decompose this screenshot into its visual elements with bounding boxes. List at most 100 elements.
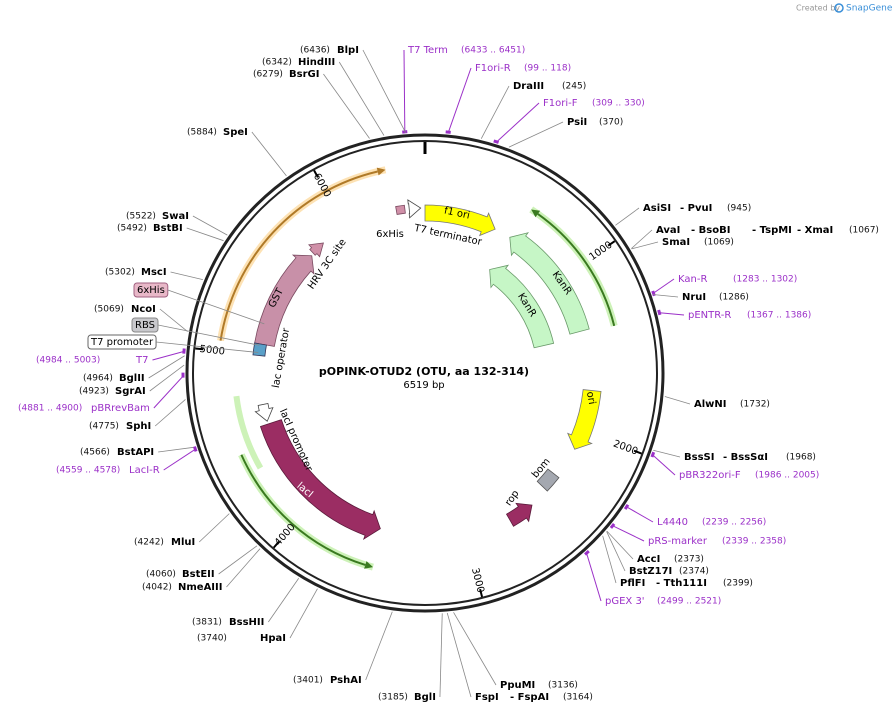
site-name: NcoI — [131, 304, 156, 315]
callout-leader — [156, 341, 259, 353]
site-position: (2399) — [723, 579, 753, 589]
site-position: (4964) — [83, 374, 113, 384]
primer-name: F1ori-F — [543, 98, 578, 109]
site-name: BstAPI — [117, 447, 154, 458]
site-name: - BsoBI — [691, 225, 730, 236]
tick-mark — [272, 540, 280, 549]
site-leader — [289, 588, 318, 639]
primer-leader — [585, 551, 602, 602]
primer-mark — [584, 550, 590, 556]
site-leader — [218, 545, 258, 575]
primer-mark — [657, 309, 662, 316]
site-position: (6279) — [253, 70, 283, 80]
primer-mark — [650, 451, 656, 458]
green-arc-head — [531, 209, 541, 218]
site-leader — [148, 355, 185, 379]
site-name: - FspAI — [510, 692, 549, 703]
site-position: (3740) — [197, 634, 227, 644]
site-leader — [606, 531, 626, 572]
feature-label: 6xHis — [376, 229, 404, 240]
primer-name: LacI-R — [129, 465, 160, 476]
site-name: BlpI — [337, 45, 359, 56]
f1-ori-arrow — [424, 204, 496, 237]
site-leader — [615, 207, 640, 226]
site-position: (5492) — [117, 224, 147, 234]
site-name: SphI — [126, 421, 151, 432]
site-name: SwaI — [162, 211, 189, 222]
backbone-outer — [185, 133, 665, 613]
primer-range: (99 .. 118) — [524, 64, 571, 74]
primer-range: (6433 .. 6451) — [461, 46, 525, 56]
site-name: - PvuI — [680, 203, 712, 214]
site-name: BglI — [414, 692, 436, 703]
site-position: (1968) — [786, 453, 816, 463]
kanr-arrow — [489, 264, 555, 349]
site-name: MscI — [141, 267, 167, 278]
site-leader — [453, 612, 497, 686]
primer-mark — [193, 446, 198, 452]
site-name: FspI — [475, 692, 499, 703]
site-position: (3831) — [192, 618, 222, 628]
site-name: SgrAI — [115, 386, 146, 397]
primer-leader — [495, 102, 540, 144]
callout-leader — [157, 324, 260, 346]
tick-mark — [195, 347, 204, 351]
tick-label: 5000 — [199, 344, 225, 358]
site-name: HpaI — [260, 633, 286, 644]
primer-range: (4881 .. 4900) — [18, 404, 82, 414]
feature-label: ori — [584, 391, 597, 406]
t7-terminator-arrow — [407, 199, 422, 219]
site-leader — [631, 229, 653, 249]
site-leader — [198, 513, 230, 543]
site-name: PsiI — [567, 117, 587, 128]
primer-range: (1986 .. 2005) — [755, 471, 819, 481]
plasmid-name: pOPINK-OTUD2 (OTU, aa 132-314) — [319, 365, 529, 378]
site-leader — [251, 131, 287, 177]
site-leader — [365, 611, 393, 681]
primer-range: (309 .. 330) — [592, 99, 645, 109]
site-position: (1069) — [704, 238, 734, 248]
orange-arc — [219, 170, 378, 341]
primer-name: pRS-marker — [648, 536, 708, 547]
primer-range: (2339 .. 2358) — [722, 537, 786, 547]
primer-leader — [153, 374, 185, 409]
site-leader — [606, 530, 634, 560]
site-leader — [362, 49, 407, 133]
primer-mark — [623, 503, 630, 510]
site-position: (5069) — [94, 305, 124, 315]
site-leader — [338, 61, 385, 136]
site-position: (4242) — [134, 538, 164, 548]
site-name: - BssSαI — [723, 452, 768, 463]
site-leader — [653, 449, 681, 458]
site-leader — [149, 364, 185, 392]
site-position: (3136) — [548, 681, 578, 691]
callout-label: T7 promoter — [90, 337, 154, 348]
site-name: MluI — [171, 537, 195, 548]
his-tag — [395, 204, 406, 215]
site-leader — [323, 73, 370, 139]
lac-operator — [252, 342, 267, 357]
primer-name: T7 — [135, 355, 148, 366]
site-leader — [446, 612, 472, 698]
site-leader — [268, 578, 300, 623]
primer-leader — [658, 312, 685, 316]
primer-leader — [652, 278, 675, 295]
site-position: (4923) — [79, 387, 109, 397]
site-name: BssSI — [684, 452, 714, 463]
primer-name: T7 Term — [407, 45, 448, 56]
laci-arrow — [259, 419, 381, 541]
site-leader — [602, 535, 617, 584]
primer-name: Kan-R — [678, 274, 707, 285]
green-arc-head — [364, 561, 373, 569]
site-position: (5522) — [126, 212, 156, 222]
primer-leader — [403, 49, 406, 133]
site-name: AvaI — [656, 225, 680, 236]
orange-arc-head — [376, 167, 386, 176]
green-arc — [537, 213, 616, 327]
primer-range: (4984 .. 5003) — [36, 356, 100, 366]
site-leader — [480, 85, 510, 139]
primer-name: pBRrevBam — [91, 403, 150, 414]
site-name: - Tth111I — [656, 578, 707, 589]
site-position: (4775) — [89, 422, 119, 432]
